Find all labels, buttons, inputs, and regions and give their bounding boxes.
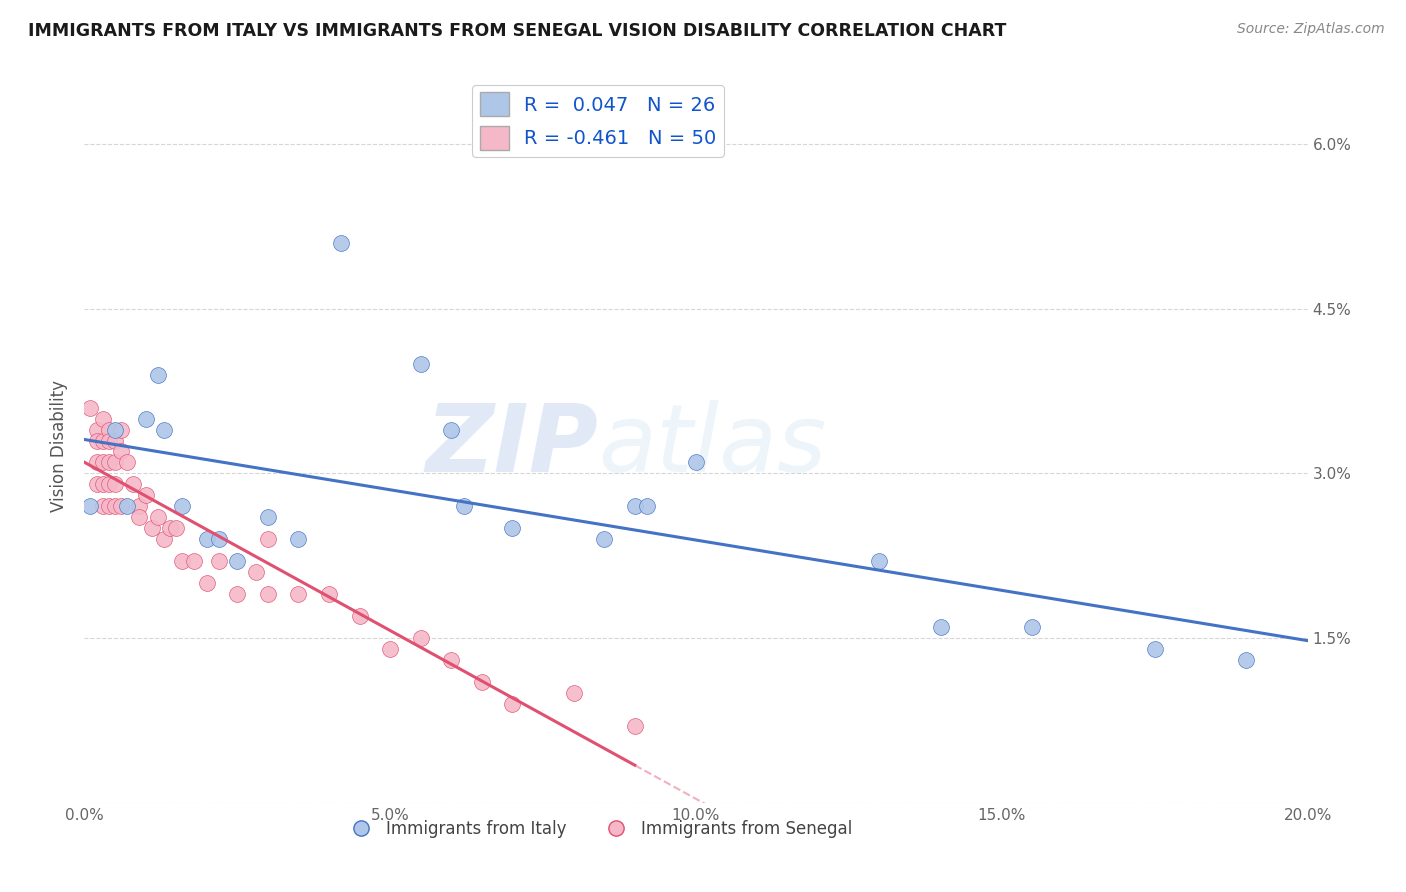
Point xyxy=(624,719,647,733)
Point xyxy=(245,566,267,580)
Point xyxy=(141,521,163,535)
Point xyxy=(593,533,616,547)
Y-axis label: Vision Disability: Vision Disability xyxy=(49,380,67,512)
Point xyxy=(128,500,150,514)
Point xyxy=(349,609,371,624)
Point xyxy=(440,653,463,667)
Point xyxy=(195,533,218,547)
Point xyxy=(104,423,127,437)
Point xyxy=(79,500,101,514)
Point xyxy=(115,455,138,469)
Point xyxy=(330,235,353,250)
Point xyxy=(110,444,132,458)
Point xyxy=(91,411,114,425)
Point xyxy=(104,455,127,469)
Point xyxy=(453,500,475,514)
Point xyxy=(122,477,145,491)
Point xyxy=(86,423,108,437)
Point xyxy=(97,477,120,491)
Point xyxy=(471,675,494,690)
Legend: Immigrants from Italy, Immigrants from Senegal: Immigrants from Italy, Immigrants from S… xyxy=(337,814,859,845)
Point xyxy=(110,423,132,437)
Point xyxy=(1236,653,1258,667)
Point xyxy=(110,500,132,514)
Point xyxy=(135,488,157,502)
Point xyxy=(409,357,432,371)
Point xyxy=(257,510,280,524)
Point xyxy=(146,510,169,524)
Point xyxy=(135,411,157,425)
Point xyxy=(115,500,138,514)
Point xyxy=(165,521,187,535)
Point xyxy=(97,500,120,514)
Point xyxy=(929,620,952,634)
Point xyxy=(1143,642,1166,657)
Point xyxy=(869,554,891,568)
Point xyxy=(257,587,280,601)
Point xyxy=(79,401,101,415)
Point xyxy=(91,455,114,469)
Text: ZIP: ZIP xyxy=(425,400,598,492)
Point xyxy=(97,423,120,437)
Point xyxy=(153,423,176,437)
Point xyxy=(409,631,432,645)
Point xyxy=(208,554,231,568)
Point xyxy=(91,500,114,514)
Point xyxy=(195,576,218,591)
Point xyxy=(318,587,340,601)
Point xyxy=(226,554,249,568)
Point xyxy=(502,697,524,711)
Point xyxy=(440,423,463,437)
Point xyxy=(562,686,585,700)
Point xyxy=(91,434,114,448)
Point xyxy=(685,455,707,469)
Point xyxy=(146,368,169,382)
Point xyxy=(183,554,205,568)
Point xyxy=(86,455,108,469)
Point xyxy=(104,500,127,514)
Point xyxy=(104,477,127,491)
Point xyxy=(97,434,120,448)
Point xyxy=(287,533,309,547)
Text: atlas: atlas xyxy=(598,401,827,491)
Point xyxy=(128,510,150,524)
Point xyxy=(502,521,524,535)
Point xyxy=(172,554,194,568)
Point xyxy=(208,533,231,547)
Point xyxy=(104,434,127,448)
Text: IMMIGRANTS FROM ITALY VS IMMIGRANTS FROM SENEGAL VISION DISABILITY CORRELATION C: IMMIGRANTS FROM ITALY VS IMMIGRANTS FROM… xyxy=(28,22,1007,40)
Text: Source: ZipAtlas.com: Source: ZipAtlas.com xyxy=(1237,22,1385,37)
Point xyxy=(257,533,280,547)
Point xyxy=(153,533,176,547)
Point xyxy=(636,500,658,514)
Point xyxy=(172,500,194,514)
Point xyxy=(624,500,647,514)
Point xyxy=(97,455,120,469)
Point xyxy=(1021,620,1043,634)
Point xyxy=(159,521,181,535)
Point xyxy=(380,642,402,657)
Point xyxy=(86,434,108,448)
Point xyxy=(226,587,249,601)
Point xyxy=(91,477,114,491)
Point xyxy=(287,587,309,601)
Point xyxy=(86,477,108,491)
